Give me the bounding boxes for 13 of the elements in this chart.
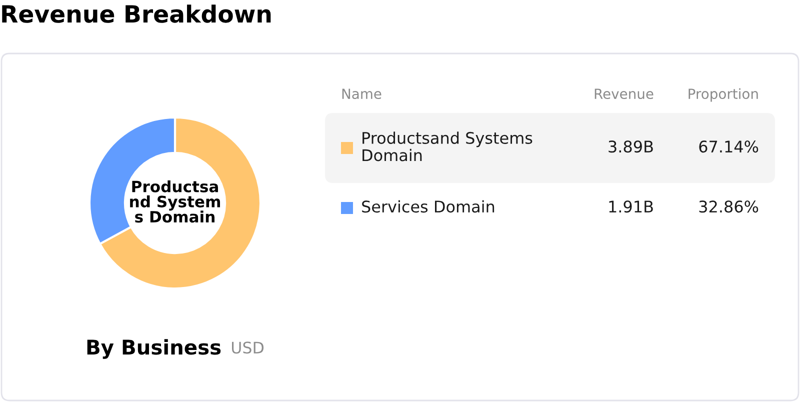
text: By Business <box>87 339 221 359</box>
text: USD <box>232 342 264 354</box>
data-label: 1.91B <box>609 200 653 213</box>
data-label: 3.89B <box>608 140 653 153</box>
legend-label: Productsand Systems Domain <box>362 132 532 162</box>
legend-title: Name <box>342 88 382 100</box>
text: 32.86% <box>699 200 758 213</box>
chart-title: Revenue Breakdown <box>2 4 271 23</box>
text: Productsa nd System s Domain <box>130 180 220 223</box>
legend-label: Services Domain <box>362 200 494 213</box>
text: Proportion <box>688 88 758 102</box>
text: Revenue <box>594 88 654 100</box>
text: 67.14% <box>699 140 758 153</box>
